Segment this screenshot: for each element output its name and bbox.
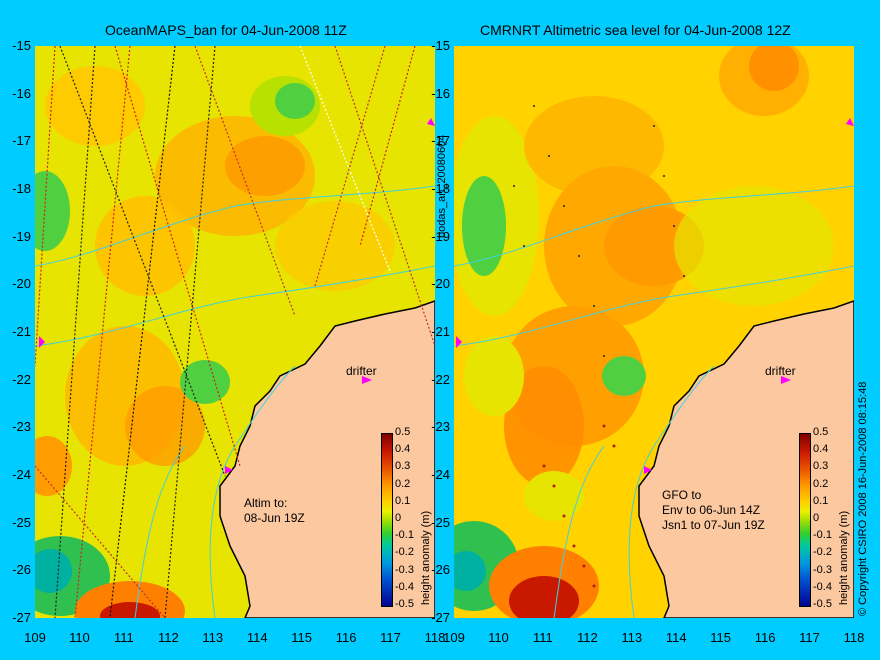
y-tick-label: -27 (12, 610, 31, 625)
x-tick-label: 110 (69, 630, 90, 645)
left-map-title: OceanMAPS_ban for 04-Jun-2008 11Z (105, 22, 347, 38)
right-colorbar (799, 433, 811, 607)
right-drifter-label: drifter (765, 364, 796, 378)
y-tick-label: -22 (12, 371, 31, 387)
colorbar-tick: 0.2 (813, 477, 829, 490)
x-tick-label: 109 (443, 630, 465, 645)
y-tick-label: -24 (12, 467, 31, 482)
x-tick-label: 115 (291, 630, 313, 645)
y-tick-label: -26 (12, 562, 31, 578)
y-tick-label: -19 (12, 228, 31, 244)
x-tick-label: 118 (424, 630, 446, 645)
colorbar-tick: 0.2 (395, 477, 411, 490)
y-tick-label: -25 (12, 514, 31, 530)
x-tick-label: 112 (157, 630, 179, 645)
x-tick-label: 117 (380, 630, 401, 645)
colorbar-tick: 0 (395, 512, 402, 524)
right-map (454, 46, 854, 618)
y-tick-label: -21 (12, 324, 31, 339)
x-tick-label: 109 (24, 630, 46, 645)
y-tick-label: -24 (431, 467, 450, 482)
colorbar-tick: -0.2 (813, 546, 832, 559)
x-tick-label: 114 (246, 630, 268, 645)
colorbar-tick: -0.5 (813, 598, 832, 610)
x-tick-label: 112 (576, 630, 598, 645)
y-tick-label: -23 (431, 419, 450, 435)
x-tick-label: 113 (202, 630, 224, 645)
colorbar-tick: -0.3 (813, 563, 832, 576)
right-map-title: CMRNRT Altimetric sea level for 04-Jun-2… (480, 22, 791, 38)
x-tick-label: 110 (488, 630, 509, 645)
colorbar-tick: 0 (813, 512, 820, 524)
colorbar-tick: 0.4 (395, 443, 411, 456)
x-tick-label: 116 (754, 630, 776, 645)
x-tick-label: 118 (843, 630, 865, 645)
y-tick-label: -25 (431, 514, 450, 530)
right-altim-note: GFO to Env to 06-Jun 14Z Jsn1 to 07-Jun … (662, 488, 765, 532)
y-tick-label: -23 (12, 419, 31, 435)
left-colorbar (381, 433, 393, 607)
y-tick-label: -18 (12, 181, 31, 196)
x-tick-label: 114 (665, 630, 687, 645)
y-tick-label: -17 (12, 133, 31, 149)
left-drifter-label: drifter (346, 364, 377, 378)
colorbar-tick: -0.2 (395, 546, 414, 559)
colorbar-tick: 0.1 (395, 494, 411, 507)
y-tick-label: -21 (431, 324, 450, 339)
y-tick-label: -18 (431, 181, 450, 196)
colorbar-tick: 0.4 (813, 443, 829, 456)
colorbar-tick: 0.5 (813, 426, 829, 438)
x-tick-label: 113 (621, 630, 643, 645)
run-id-label: bodas_an_20080604 (436, 134, 448, 238)
x-tick-label: 111 (113, 630, 134, 645)
x-tick-label: 115 (710, 630, 732, 645)
y-tick-label: -15 (431, 38, 450, 53)
y-tick-label: -26 (431, 562, 450, 578)
x-tick-label: 111 (532, 630, 553, 645)
colorbar-tick: -0.3 (395, 563, 414, 576)
colorbar-tick: -0.5 (395, 598, 414, 610)
colorbar-tick: 0.3 (395, 460, 411, 473)
colorbar-tick: 0.5 (395, 426, 411, 438)
colorbar-tick: -0.4 (813, 580, 832, 593)
left-map (35, 46, 435, 618)
copyright-label: © Copyright CSIRO 2008 16-Jun-2008 08:15… (857, 381, 869, 616)
y-tick-label: -20 (12, 276, 31, 292)
colorbar-tick: 0.1 (813, 494, 829, 507)
x-tick-label: 116 (335, 630, 357, 645)
y-tick-label: -17 (431, 133, 450, 149)
colorbar-tick: -0.1 (395, 529, 414, 542)
left-altim-note: Altim to: 08-Jun 19Z (244, 496, 305, 525)
y-tick-label: -20 (431, 276, 450, 292)
colorbar-tick: 0.3 (813, 460, 829, 473)
y-tick-label: -15 (12, 38, 31, 53)
right-colorbar-label: height anomaly (m) (838, 510, 850, 605)
y-tick-label: -16 (12, 85, 31, 101)
x-tick-label: 117 (799, 630, 820, 645)
y-tick-label: -27 (431, 610, 450, 625)
colorbar-tick: -0.4 (395, 580, 414, 593)
left-colorbar-label: height anomaly (m) (420, 510, 432, 605)
colorbar-tick: -0.1 (813, 529, 832, 542)
y-tick-label: -16 (431, 85, 450, 101)
y-tick-label: -19 (431, 228, 450, 244)
y-tick-label: -22 (431, 371, 450, 387)
